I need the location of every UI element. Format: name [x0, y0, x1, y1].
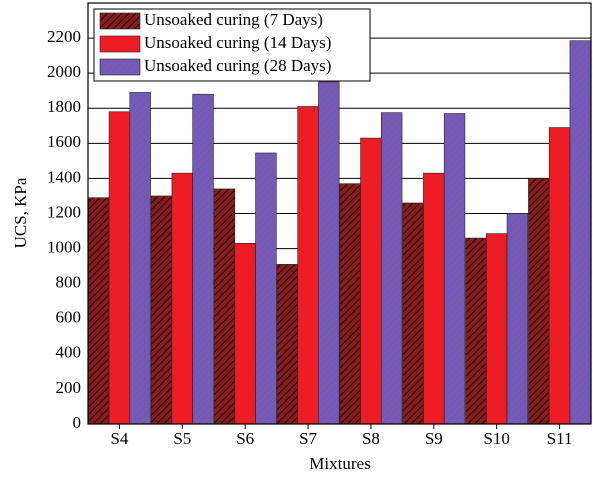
- x-tick-label: S11: [547, 429, 573, 448]
- y-tick-label: 1400: [47, 167, 81, 186]
- bar: [339, 183, 361, 425]
- bar: [255, 152, 277, 425]
- bar: [548, 127, 571, 425]
- legend-label: Unsoaked curing (28 Days): [144, 56, 331, 75]
- bar: [528, 178, 550, 425]
- legend-swatch: [99, 12, 141, 30]
- bar: [402, 202, 424, 425]
- y-axis-label: UCS, KPa: [11, 177, 30, 248]
- bar: [318, 81, 340, 425]
- bar: [443, 113, 466, 425]
- bar: [360, 137, 382, 425]
- bar: [88, 197, 110, 425]
- bar: [192, 93, 214, 425]
- y-tick-label: 1000: [47, 237, 81, 256]
- bar: [297, 106, 319, 425]
- legend-swatch: [99, 58, 141, 76]
- y-tick-label: 400: [56, 343, 82, 362]
- y-tick-label: 0: [73, 413, 82, 432]
- bar: [276, 264, 298, 425]
- bar: [171, 172, 193, 425]
- x-tick-label: S10: [483, 429, 509, 448]
- bar: [465, 237, 487, 425]
- x-tick-label: S7: [299, 429, 317, 448]
- legend-label: Unsoaked curing (14 Days): [144, 33, 331, 52]
- plot-frame: [87, 2, 592, 425]
- x-tick-label: S8: [362, 429, 380, 448]
- legend-label: Unsoaked curing (7 Days): [144, 10, 323, 29]
- bar: [569, 40, 591, 425]
- bar: [234, 243, 256, 425]
- y-tick-label: 1600: [47, 132, 81, 151]
- bar: [213, 188, 236, 425]
- legend-swatch: [99, 35, 141, 53]
- y-tick-label: 2200: [47, 27, 81, 46]
- x-tick-label: S6: [236, 429, 254, 448]
- bar: [381, 112, 403, 425]
- bar: [108, 111, 131, 425]
- y-tick-label: 600: [56, 308, 82, 327]
- y-tick-label: 2000: [47, 62, 81, 81]
- bar: [423, 172, 445, 425]
- y-tick-label: 1800: [47, 97, 81, 116]
- bar: [506, 213, 529, 425]
- bar: [129, 92, 151, 425]
- x-tick-label: S4: [110, 429, 128, 448]
- x-tick-label: S9: [425, 429, 443, 448]
- x-tick-label: S5: [173, 429, 191, 448]
- y-tick-label: 200: [56, 378, 82, 397]
- y-tick-label: 800: [56, 273, 82, 292]
- bar: [486, 233, 508, 425]
- y-tick-label: 1200: [47, 202, 81, 221]
- bar: [150, 195, 173, 425]
- x-axis-label: Mixtures: [309, 454, 370, 473]
